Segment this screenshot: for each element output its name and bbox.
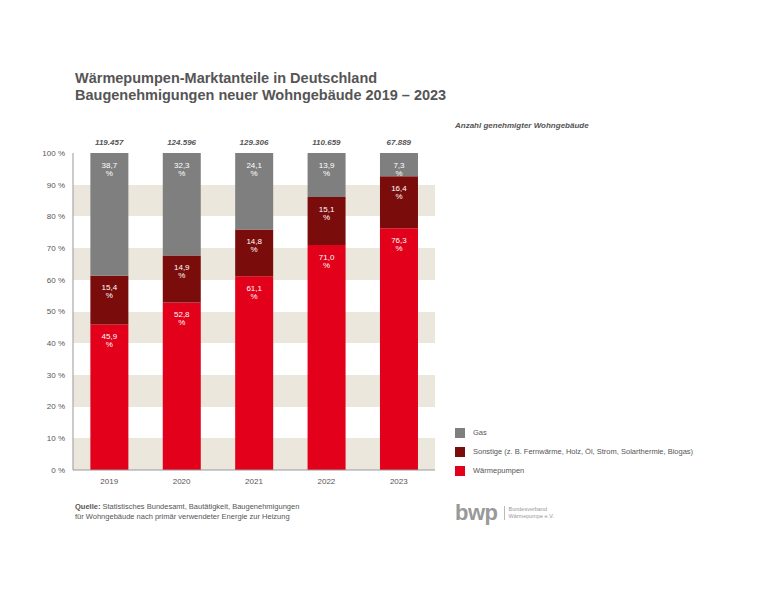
svg-text:2023: 2023 bbox=[390, 477, 408, 486]
svg-text:32,3%: 32,3% bbox=[174, 161, 190, 178]
svg-text:24,1%: 24,1% bbox=[246, 161, 262, 178]
svg-text:110.659: 110.659 bbox=[312, 138, 341, 147]
svg-text:119.457: 119.457 bbox=[95, 138, 124, 147]
svg-text:45,9%: 45,9% bbox=[102, 332, 118, 349]
svg-text:7,3%: 7,3% bbox=[393, 161, 405, 178]
html-text:bwp: bwp bbox=[455, 500, 498, 525]
svg-text:129.306: 129.306 bbox=[240, 138, 269, 147]
svg-text:2022: 2022 bbox=[318, 477, 336, 486]
svg-text:124.596: 124.596 bbox=[167, 138, 196, 147]
html-text:Gas: Gas bbox=[473, 428, 487, 437]
svg-text:60 %: 60 % bbox=[47, 276, 65, 285]
svg-text:16,4%: 16,4% bbox=[391, 184, 407, 201]
html-text:Wärmepumpe e.V.: Wärmepumpe e.V. bbox=[508, 513, 554, 519]
svg-text:2021: 2021 bbox=[245, 477, 263, 486]
svg-text:50 %: 50 % bbox=[47, 307, 65, 316]
html-text:für Wohngebäude nach primär ve: für Wohngebäude nach primär verwendeter … bbox=[75, 512, 290, 521]
html-text:Anzahl genehmigter Wohngebäude: Anzahl genehmigter Wohngebäude bbox=[455, 121, 589, 130]
svg-text:38,7%: 38,7% bbox=[102, 161, 118, 178]
html-text:Quelle: Statistisches Bundesam: Quelle: Statistisches Bundesamt, Bautäti… bbox=[75, 502, 300, 511]
html-text:Wärmepumpen: Wärmepumpen bbox=[473, 466, 525, 475]
svg-text:76,3%: 76,3% bbox=[391, 236, 407, 253]
svg-text:52,8%: 52,8% bbox=[174, 310, 190, 327]
svg-text:20 %: 20 % bbox=[47, 402, 65, 411]
svg-text:90 %: 90 % bbox=[47, 181, 65, 190]
svg-text:61,1%: 61,1% bbox=[246, 284, 262, 301]
svg-text:80 %: 80 % bbox=[47, 212, 65, 221]
svg-text:2020: 2020 bbox=[173, 477, 191, 486]
svg-text:10 %: 10 % bbox=[47, 434, 65, 443]
svg-text:15,4%: 15,4% bbox=[102, 283, 118, 300]
svg-text:0 %: 0 % bbox=[51, 466, 65, 475]
svg-text:40 %: 40 % bbox=[47, 339, 65, 348]
svg-text:30 %: 30 % bbox=[47, 371, 65, 380]
svg-text:15,1%: 15,1% bbox=[319, 205, 335, 222]
svg-text:100 %: 100 % bbox=[42, 149, 65, 158]
svg-text:70 %: 70 % bbox=[47, 244, 65, 253]
html-text:Bundesverband: Bundesverband bbox=[508, 506, 547, 512]
html-text:Wärmepumpen-Marktanteile in De: Wärmepumpen-Marktanteile in Deutschland bbox=[75, 70, 378, 86]
svg-text:71,0%: 71,0% bbox=[319, 253, 335, 270]
html-text:Baugenehmigungen neuer Wohngeb: Baugenehmigungen neuer Wohngebäude 2019 … bbox=[75, 87, 447, 103]
svg-text:14,9%: 14,9% bbox=[174, 263, 190, 280]
html-text:Sonstige (z. B. Fernwärme, Hol: Sonstige (z. B. Fernwärme, Holz, Öl, Str… bbox=[473, 447, 694, 456]
svg-text:13,9%: 13,9% bbox=[319, 161, 335, 178]
svg-text:67.889: 67.889 bbox=[387, 138, 412, 147]
svg-text:14,8%: 14,8% bbox=[246, 237, 262, 254]
svg-text:2019: 2019 bbox=[100, 477, 118, 486]
